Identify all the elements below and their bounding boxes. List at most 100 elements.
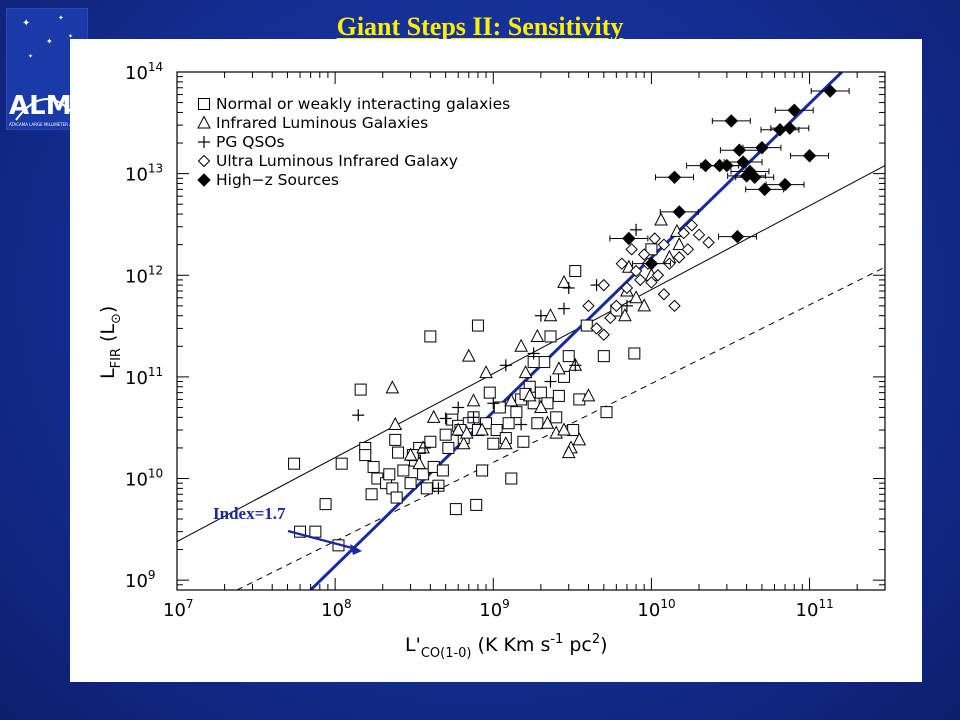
- triangle-point: [388, 416, 403, 431]
- plus-point: [562, 281, 575, 294]
- legend-label: Ultra Luminous Infrared Galaxy: [216, 152, 458, 170]
- x-tick-label: 1011: [796, 597, 834, 621]
- square-point: [480, 417, 493, 430]
- y-tick-label: 109: [125, 568, 156, 592]
- plus-point: [432, 482, 445, 495]
- diamond-point: [634, 273, 647, 287]
- triangle-point: [543, 308, 558, 322]
- legend-marker-diamond: [197, 154, 211, 168]
- diamond-point: [668, 299, 681, 313]
- square-point: [436, 464, 449, 477]
- svg-text:✦: ✦: [28, 53, 33, 60]
- square-point: [359, 449, 372, 462]
- x-tick-label: 107: [163, 597, 194, 621]
- square-point: [417, 468, 430, 481]
- legend-marker-square: [198, 98, 210, 110]
- filled-diamond-point: [783, 121, 797, 135]
- square-point: [580, 319, 593, 332]
- square-point: [531, 417, 544, 430]
- square-point: [354, 383, 367, 396]
- square-point: [538, 356, 551, 369]
- square-point: [309, 525, 322, 538]
- triangle-point: [522, 388, 537, 402]
- square-point: [365, 488, 378, 501]
- square-point: [383, 468, 396, 481]
- square-point: [390, 491, 403, 504]
- triangle-point: [504, 393, 519, 407]
- square-point: [389, 433, 402, 446]
- y-tick-label: 1010: [125, 467, 163, 491]
- square-point: [449, 503, 462, 516]
- triangle-point: [461, 348, 476, 362]
- triangle-point: [466, 393, 481, 407]
- x-tick-label: 109: [479, 597, 510, 621]
- diamond-point: [702, 236, 715, 249]
- square-point: [476, 464, 489, 477]
- square-point: [600, 406, 613, 419]
- filled-diamond-point: [672, 205, 686, 219]
- triangle-point: [459, 425, 474, 439]
- plus-point: [352, 409, 365, 422]
- slide-title: Giant Steps II: Sensitivity: [336, 12, 624, 41]
- triangle-point: [518, 365, 533, 379]
- plus-point: [499, 359, 512, 372]
- plus-point: [527, 347, 540, 360]
- square-point: [597, 350, 610, 363]
- scatter-chart: 107 108 109 1010 1011 109 1010 1011 1012 1013 1014…: [97, 60, 886, 661]
- square-point: [562, 350, 575, 363]
- diamond-point: [597, 328, 611, 341]
- logo-subtext: ATACAMA LARGE MILLIMETER ARRAY: [9, 122, 83, 127]
- plus-point: [467, 411, 480, 424]
- triangle-point: [426, 409, 441, 423]
- square-point: [442, 441, 455, 454]
- diamond-point: [629, 264, 643, 278]
- filled-diamond-point: [736, 155, 750, 169]
- diamond-point: [625, 243, 638, 256]
- triangle-point: [581, 388, 596, 402]
- diamond-point: [637, 248, 651, 261]
- square-point: [510, 406, 523, 419]
- plot-frame: [176, 71, 886, 591]
- filled-diamond-point: [787, 103, 801, 117]
- legend-marker-filled-diamond: [197, 173, 211, 187]
- diamond-point: [648, 232, 661, 245]
- square-point: [569, 265, 582, 278]
- triangle-point: [534, 399, 548, 413]
- triangle-point: [412, 456, 427, 470]
- legend-marker-triangle: [197, 115, 211, 129]
- square-point: [550, 411, 563, 424]
- plus-point: [418, 441, 431, 454]
- legend-label: PG QSOs: [216, 133, 285, 151]
- square-point: [483, 386, 496, 399]
- diamond-point: [692, 228, 706, 242]
- y-tick-label: 1014: [125, 60, 163, 84]
- filled-diamond-point: [732, 143, 747, 157]
- diamond-point: [657, 288, 671, 301]
- svg-text:✦: ✦: [68, 33, 73, 40]
- triangle-point: [618, 308, 632, 322]
- square-point: [439, 428, 452, 441]
- square-point: [544, 330, 557, 343]
- triangle-point: [403, 447, 418, 461]
- plus-point: [487, 397, 500, 410]
- square-point: [470, 498, 483, 511]
- square-point: [319, 498, 332, 511]
- legend-marker-plus: [198, 136, 210, 148]
- diamond-point: [657, 238, 671, 251]
- square-point: [628, 347, 641, 360]
- plus-point: [620, 299, 633, 312]
- diamond-point: [645, 276, 658, 289]
- square-point: [404, 477, 417, 490]
- filled-diamond-point: [778, 177, 792, 192]
- triangle-point: [498, 436, 513, 450]
- y-tick-label: 1013: [125, 162, 163, 186]
- plus-point: [439, 412, 452, 425]
- legend-label: High−z Sources: [216, 171, 339, 189]
- square-point: [645, 243, 658, 256]
- triangle-point: [416, 440, 430, 454]
- x-tick-label: 1010: [637, 597, 675, 621]
- triangle-point: [672, 237, 687, 251]
- filled-diamond-point: [755, 140, 769, 155]
- plus-point: [452, 401, 465, 414]
- index-annotation: Index=1.7: [213, 504, 286, 523]
